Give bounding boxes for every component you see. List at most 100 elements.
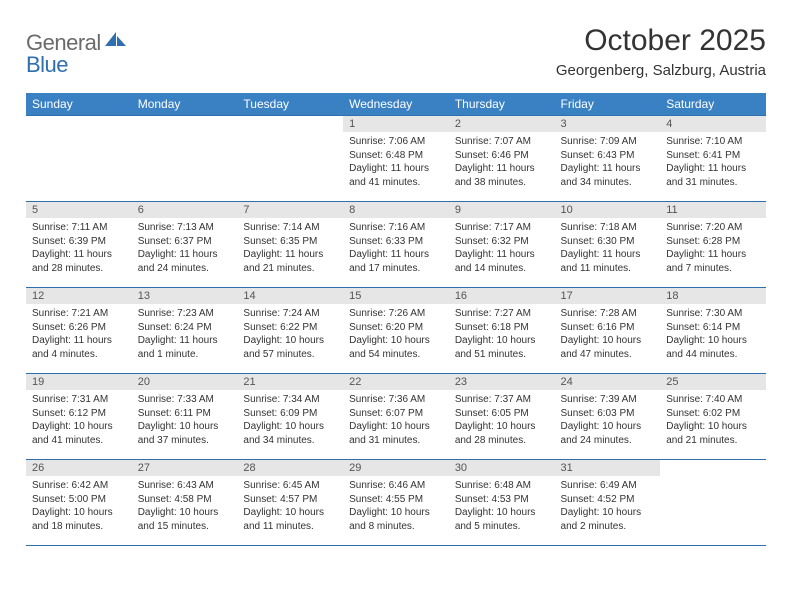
calendar-day-cell: 10Sunrise: 7:18 AMSunset: 6:30 PMDayligh… xyxy=(555,202,661,288)
day-number: 26 xyxy=(26,460,132,476)
day-number: 1 xyxy=(343,116,449,132)
calendar-day-cell: 21Sunrise: 7:34 AMSunset: 6:09 PMDayligh… xyxy=(237,374,343,460)
month-title: October 2025 xyxy=(556,24,766,58)
day-number: 31 xyxy=(555,460,661,476)
logo-sail-icon xyxy=(105,32,127,55)
day-details: Sunrise: 7:11 AMSunset: 6:39 PMDaylight:… xyxy=(26,218,132,281)
day-details: Sunrise: 7:21 AMSunset: 6:26 PMDaylight:… xyxy=(26,304,132,367)
location-label: Georgenberg, Salzburg, Austria xyxy=(556,62,766,79)
calendar-body: 1Sunrise: 7:06 AMSunset: 6:48 PMDaylight… xyxy=(26,116,766,546)
day-number: 8 xyxy=(343,202,449,218)
calendar-day-cell: 12Sunrise: 7:21 AMSunset: 6:26 PMDayligh… xyxy=(26,288,132,374)
calendar-day-cell: 4Sunrise: 7:10 AMSunset: 6:41 PMDaylight… xyxy=(660,116,766,202)
calendar-day-cell xyxy=(132,116,238,202)
calendar-day-cell: 25Sunrise: 7:40 AMSunset: 6:02 PMDayligh… xyxy=(660,374,766,460)
calendar-day-cell: 9Sunrise: 7:17 AMSunset: 6:32 PMDaylight… xyxy=(449,202,555,288)
day-number: 11 xyxy=(660,202,766,218)
day-number: 12 xyxy=(26,288,132,304)
day-number: 10 xyxy=(555,202,661,218)
calendar-day-cell: 22Sunrise: 7:36 AMSunset: 6:07 PMDayligh… xyxy=(343,374,449,460)
calendar-day-cell: 19Sunrise: 7:31 AMSunset: 6:12 PMDayligh… xyxy=(26,374,132,460)
logo-word-blue-wrap: Blue xyxy=(26,52,68,78)
calendar-table: SundayMondayTuesdayWednesdayThursdayFrid… xyxy=(26,93,766,546)
day-details: Sunrise: 7:16 AMSunset: 6:33 PMDaylight:… xyxy=(343,218,449,281)
day-details: Sunrise: 7:37 AMSunset: 6:05 PMDaylight:… xyxy=(449,390,555,453)
calendar-day-cell: 31Sunrise: 6:49 AMSunset: 4:52 PMDayligh… xyxy=(555,460,661,546)
day-details: Sunrise: 6:43 AMSunset: 4:58 PMDaylight:… xyxy=(132,476,238,539)
weekday-header: Saturday xyxy=(660,93,766,116)
calendar-day-cell: 2Sunrise: 7:07 AMSunset: 6:46 PMDaylight… xyxy=(449,116,555,202)
calendar-day-cell: 11Sunrise: 7:20 AMSunset: 6:28 PMDayligh… xyxy=(660,202,766,288)
calendar-day-cell: 6Sunrise: 7:13 AMSunset: 6:37 PMDaylight… xyxy=(132,202,238,288)
day-number: 18 xyxy=(660,288,766,304)
day-details: Sunrise: 7:13 AMSunset: 6:37 PMDaylight:… xyxy=(132,218,238,281)
day-details: Sunrise: 7:26 AMSunset: 6:20 PMDaylight:… xyxy=(343,304,449,367)
weekday-header: Sunday xyxy=(26,93,132,116)
day-details: Sunrise: 7:28 AMSunset: 6:16 PMDaylight:… xyxy=(555,304,661,367)
day-details: Sunrise: 7:14 AMSunset: 6:35 PMDaylight:… xyxy=(237,218,343,281)
day-number: 24 xyxy=(555,374,661,390)
weekday-header: Thursday xyxy=(449,93,555,116)
day-number: 30 xyxy=(449,460,555,476)
calendar-day-cell: 5Sunrise: 7:11 AMSunset: 6:39 PMDaylight… xyxy=(26,202,132,288)
day-details: Sunrise: 7:17 AMSunset: 6:32 PMDaylight:… xyxy=(449,218,555,281)
calendar-day-cell: 29Sunrise: 6:46 AMSunset: 4:55 PMDayligh… xyxy=(343,460,449,546)
day-details: Sunrise: 7:07 AMSunset: 6:46 PMDaylight:… xyxy=(449,132,555,195)
calendar-day-cell: 18Sunrise: 7:30 AMSunset: 6:14 PMDayligh… xyxy=(660,288,766,374)
day-details: Sunrise: 6:48 AMSunset: 4:53 PMDaylight:… xyxy=(449,476,555,539)
calendar-day-cell: 1Sunrise: 7:06 AMSunset: 6:48 PMDaylight… xyxy=(343,116,449,202)
calendar-day-cell: 8Sunrise: 7:16 AMSunset: 6:33 PMDaylight… xyxy=(343,202,449,288)
day-details: Sunrise: 7:34 AMSunset: 6:09 PMDaylight:… xyxy=(237,390,343,453)
day-number: 2 xyxy=(449,116,555,132)
calendar-day-cell: 23Sunrise: 7:37 AMSunset: 6:05 PMDayligh… xyxy=(449,374,555,460)
day-number: 13 xyxy=(132,288,238,304)
day-number: 15 xyxy=(343,288,449,304)
day-number: 27 xyxy=(132,460,238,476)
calendar-day-cell: 15Sunrise: 7:26 AMSunset: 6:20 PMDayligh… xyxy=(343,288,449,374)
day-details: Sunrise: 6:45 AMSunset: 4:57 PMDaylight:… xyxy=(237,476,343,539)
calendar-day-cell: 13Sunrise: 7:23 AMSunset: 6:24 PMDayligh… xyxy=(132,288,238,374)
day-details: Sunrise: 7:23 AMSunset: 6:24 PMDaylight:… xyxy=(132,304,238,367)
day-number: 14 xyxy=(237,288,343,304)
day-number: 20 xyxy=(132,374,238,390)
calendar-day-cell: 24Sunrise: 7:39 AMSunset: 6:03 PMDayligh… xyxy=(555,374,661,460)
weekday-header: Friday xyxy=(555,93,661,116)
day-details: Sunrise: 7:20 AMSunset: 6:28 PMDaylight:… xyxy=(660,218,766,281)
day-details: Sunrise: 6:42 AMSunset: 5:00 PMDaylight:… xyxy=(26,476,132,539)
calendar-week-row: 5Sunrise: 7:11 AMSunset: 6:39 PMDaylight… xyxy=(26,202,766,288)
calendar-day-cell xyxy=(237,116,343,202)
calendar-day-cell: 30Sunrise: 6:48 AMSunset: 4:53 PMDayligh… xyxy=(449,460,555,546)
day-number: 9 xyxy=(449,202,555,218)
day-number: 6 xyxy=(132,202,238,218)
day-number: 5 xyxy=(26,202,132,218)
day-number: 28 xyxy=(237,460,343,476)
calendar-week-row: 19Sunrise: 7:31 AMSunset: 6:12 PMDayligh… xyxy=(26,374,766,460)
calendar-day-cell: 16Sunrise: 7:27 AMSunset: 6:18 PMDayligh… xyxy=(449,288,555,374)
day-details: Sunrise: 7:30 AMSunset: 6:14 PMDaylight:… xyxy=(660,304,766,367)
calendar-day-cell: 17Sunrise: 7:28 AMSunset: 6:16 PMDayligh… xyxy=(555,288,661,374)
day-details: Sunrise: 7:39 AMSunset: 6:03 PMDaylight:… xyxy=(555,390,661,453)
day-details: Sunrise: 7:40 AMSunset: 6:02 PMDaylight:… xyxy=(660,390,766,453)
weekday-header: Monday xyxy=(132,93,238,116)
weekday-header-row: SundayMondayTuesdayWednesdayThursdayFrid… xyxy=(26,93,766,116)
day-number: 19 xyxy=(26,374,132,390)
calendar-week-row: 26Sunrise: 6:42 AMSunset: 5:00 PMDayligh… xyxy=(26,460,766,546)
day-number: 16 xyxy=(449,288,555,304)
day-number: 22 xyxy=(343,374,449,390)
day-number: 29 xyxy=(343,460,449,476)
day-details: Sunrise: 7:31 AMSunset: 6:12 PMDaylight:… xyxy=(26,390,132,453)
calendar-day-cell: 27Sunrise: 6:43 AMSunset: 4:58 PMDayligh… xyxy=(132,460,238,546)
calendar-day-cell: 3Sunrise: 7:09 AMSunset: 6:43 PMDaylight… xyxy=(555,116,661,202)
weekday-header: Tuesday xyxy=(237,93,343,116)
calendar-day-cell: 14Sunrise: 7:24 AMSunset: 6:22 PMDayligh… xyxy=(237,288,343,374)
calendar-day-cell: 20Sunrise: 7:33 AMSunset: 6:11 PMDayligh… xyxy=(132,374,238,460)
day-details: Sunrise: 7:36 AMSunset: 6:07 PMDaylight:… xyxy=(343,390,449,453)
day-details: Sunrise: 7:18 AMSunset: 6:30 PMDaylight:… xyxy=(555,218,661,281)
weekday-header: Wednesday xyxy=(343,93,449,116)
calendar-week-row: 1Sunrise: 7:06 AMSunset: 6:48 PMDaylight… xyxy=(26,116,766,202)
day-number: 4 xyxy=(660,116,766,132)
day-details: Sunrise: 6:49 AMSunset: 4:52 PMDaylight:… xyxy=(555,476,661,539)
day-details: Sunrise: 7:10 AMSunset: 6:41 PMDaylight:… xyxy=(660,132,766,195)
day-number: 17 xyxy=(555,288,661,304)
calendar-day-cell: 26Sunrise: 6:42 AMSunset: 5:00 PMDayligh… xyxy=(26,460,132,546)
